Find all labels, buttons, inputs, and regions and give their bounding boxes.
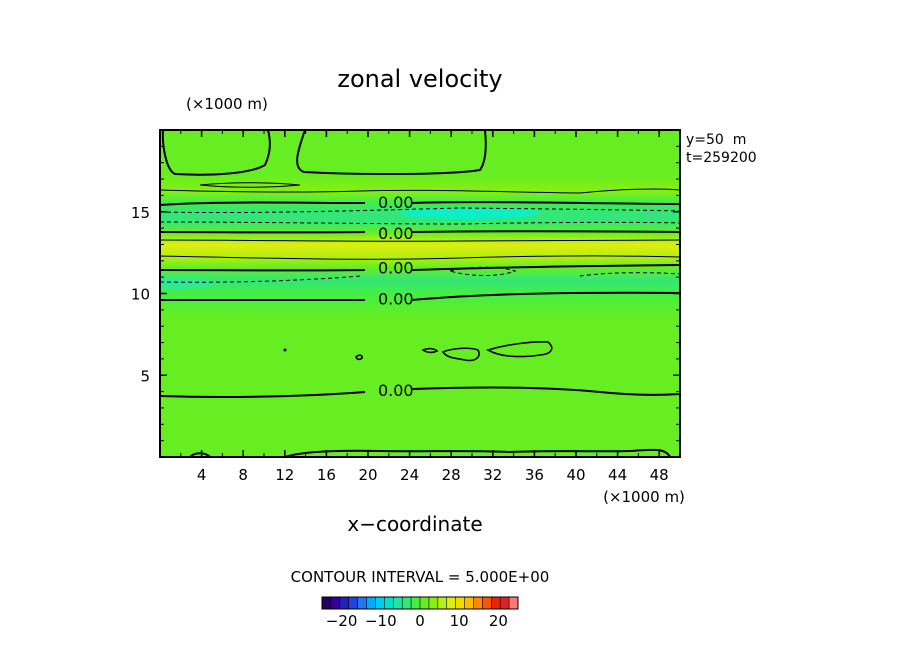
colorbar-swatch	[500, 597, 510, 609]
contour-line-thin-2	[160, 239, 680, 242]
contour-labels: 0.00 0.00 0.00 0.00 0.00	[378, 193, 414, 400]
contour-dot	[283, 348, 287, 352]
x-tick-label: 8	[238, 466, 248, 484]
colorbar-swatch	[482, 597, 492, 609]
colorbar-swatch	[411, 597, 421, 609]
chart-title: zonal velocity	[337, 65, 502, 93]
contour-line-0-upper	[160, 201, 680, 206]
x-tick-label: 4	[197, 466, 207, 484]
x-tick-label: 16	[317, 466, 336, 484]
contour-label: 0.00	[378, 258, 414, 277]
plot-area	[160, 130, 680, 457]
x-tick-label: 44	[608, 466, 627, 484]
y-axis-ticks: 5 10 15	[131, 145, 680, 442]
x-axis-unit: (×1000 m)	[603, 488, 685, 506]
contour-line-0-bottom	[160, 386, 680, 398]
cyan-patch	[400, 207, 540, 219]
x-tick-label: 32	[483, 466, 502, 484]
colorbar	[321, 596, 519, 610]
colorbar-tick-label: 0	[415, 612, 425, 630]
y-axis-unit: (×1000 m)	[186, 95, 268, 113]
colorbar-tick-label: −10	[365, 612, 397, 630]
contour-patch-2	[485, 341, 553, 358]
contour-loop-top-mid	[296, 130, 487, 176]
colorbar-swatch	[428, 597, 439, 609]
contour-label: 0.00	[378, 224, 414, 243]
contour-line-dashed-4	[448, 266, 517, 276]
contour-line-0-mid	[160, 264, 680, 272]
y-tick-label: 5	[140, 367, 150, 385]
contour-line-dashed-3	[160, 275, 361, 283]
colorbar-swatch	[357, 597, 367, 609]
info-time-value: t=259200	[686, 150, 757, 166]
x-axis-label: x−coordinate	[347, 512, 482, 536]
contour-label: 0.00	[378, 193, 414, 212]
contour-label: 0.00	[378, 381, 414, 400]
colorbar-swatch	[455, 597, 465, 609]
contour-interval: CONTOUR INTERVAL = 5.000E+00	[291, 568, 550, 586]
contour-loop-top-left	[161, 130, 271, 176]
colorbar-swatch	[491, 597, 501, 609]
colorbar-swatch	[384, 597, 394, 609]
contour-line-thin-4	[199, 182, 301, 188]
contour-line-thin-3	[160, 255, 680, 260]
colorbar-swatch	[464, 597, 474, 609]
colorbar-swatch	[366, 597, 376, 609]
x-axis-ticks: 4 8 12 16 20 24 28 32 36 40 44 48	[180, 130, 669, 484]
contour-patch-3	[421, 347, 439, 354]
contour-line-bottom-edge	[189, 448, 671, 457]
info-y-value: y=50 m	[686, 132, 746, 148]
colorbar-swatch	[473, 597, 483, 609]
contour-line-0-mid-upper	[160, 230, 680, 234]
colorbar-tick-label: −20	[326, 612, 358, 630]
colorbar-swatch	[509, 597, 519, 609]
colorbar-swatch	[420, 597, 430, 609]
colorbar-ticks: −20 −10 0 10 20	[326, 612, 508, 630]
colorbar-swatch	[375, 597, 385, 609]
contour-patch-4	[355, 354, 363, 361]
y-tick-label: 10	[131, 286, 150, 304]
y-tick-label: 15	[131, 204, 150, 222]
colorbar-swatch	[446, 597, 456, 609]
colorbar-swatch	[322, 597, 332, 609]
cyan-patch-left	[160, 277, 215, 289]
colorbar-swatch	[402, 597, 412, 609]
contour-line-dashed-2	[160, 221, 680, 225]
colorbar-swatch	[339, 597, 350, 609]
contour-line-dashed-5	[579, 272, 680, 277]
colorbar-frame	[321, 596, 519, 610]
contour-line-thin-1	[160, 188, 680, 194]
contour-patch-1	[441, 347, 480, 362]
contour-line-0-lower	[160, 291, 680, 302]
contour-line-dashed-1	[160, 207, 680, 214]
colorbar-swatch	[330, 597, 341, 609]
colorbar-swatch	[393, 597, 403, 609]
colorbar-swatch	[348, 597, 358, 609]
x-tick-label: 20	[358, 466, 377, 484]
contour-label: 0.00	[378, 289, 414, 308]
x-tick-label: 12	[275, 466, 294, 484]
colorbar-tick-label: 20	[489, 612, 508, 630]
colorbar-swatch	[437, 597, 448, 609]
x-tick-label: 48	[650, 466, 669, 484]
x-tick-label: 36	[525, 466, 544, 484]
x-tick-label: 28	[442, 466, 461, 484]
colorbar-tick-label: 10	[450, 612, 469, 630]
x-tick-label: 24	[400, 466, 419, 484]
x-tick-label: 40	[566, 466, 585, 484]
